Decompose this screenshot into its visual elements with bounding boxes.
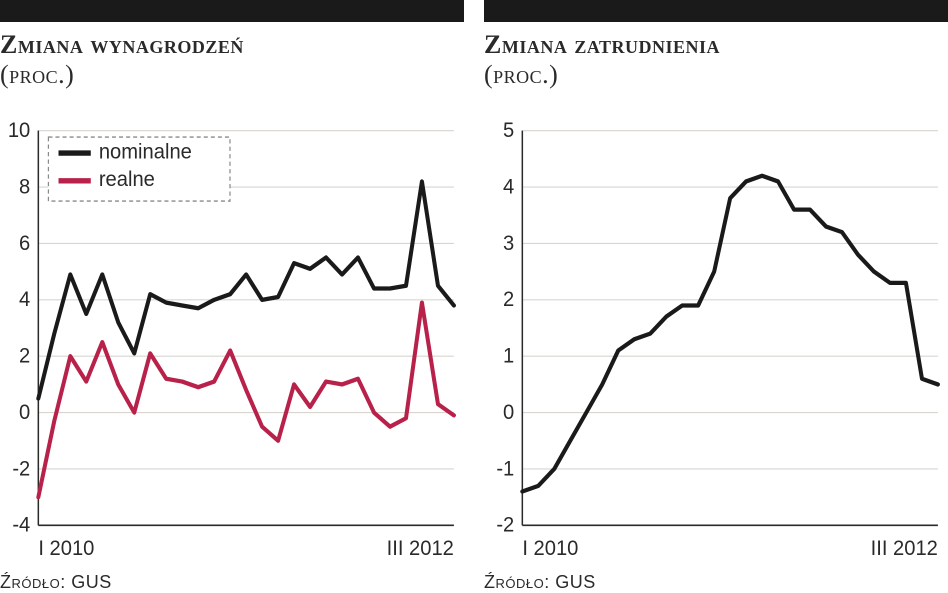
legend-label-nominalne: nominalne: [99, 140, 192, 164]
y-tick-label: 4: [19, 288, 30, 312]
series-zatrudnienie: [522, 176, 938, 492]
y-tick-label: 6: [19, 231, 30, 255]
x-label-start: I 2010: [522, 537, 578, 561]
title-main-right: Zmiana zatrudnienia: [484, 30, 948, 60]
y-tick-label: 8: [19, 175, 30, 199]
y-tick-label: 3: [503, 231, 514, 255]
title-sub-right: (proc.): [484, 60, 948, 90]
y-tick-label: 2: [19, 344, 30, 368]
y-tick-label: -1: [496, 457, 514, 481]
panel-wages: Zmiana wynagrodzeń (proc.) -4 -2 0 2 4 6 8 10 I …: [0, 0, 464, 593]
series-nominalne: [38, 181, 454, 398]
source-left: Źródło: GUS: [0, 568, 464, 593]
y-tick-label: 5: [503, 120, 514, 142]
title-sub-left: (proc.): [0, 60, 464, 90]
title-main-left: Zmiana wynagrodzeń: [0, 30, 464, 60]
x-label-end: III 2012: [387, 537, 454, 561]
y-tick-label: 0: [503, 400, 514, 424]
y-tick-label: -4: [12, 513, 30, 537]
y-tick-label: 1: [503, 344, 514, 368]
x-label-end: III 2012: [871, 537, 938, 561]
legend-label-realne: realne: [99, 168, 155, 192]
series-realne: [38, 303, 454, 498]
y-tick-label: -2: [12, 457, 30, 481]
y-tick-label: 0: [19, 400, 30, 424]
header-bar-right: [484, 0, 948, 22]
title-block-right: Zmiana zatrudnienia (proc.): [484, 22, 948, 90]
y-tick-label: 4: [503, 175, 514, 199]
y-tick-label: 2: [503, 288, 514, 312]
chart-wages: -4 -2 0 2 4 6 8 10 I 2010 III 2012 nominalne realne: [0, 120, 464, 568]
y-tick-label: 10: [8, 120, 30, 142]
chart-employment: -2 -1 0 1 2 3 4 5 I 2010 III 2012: [484, 120, 948, 568]
title-block-left: Zmiana wynagrodzeń (proc.): [0, 22, 464, 90]
x-label-start: I 2010: [38, 537, 94, 561]
source-right: Źródło: GUS: [484, 568, 948, 593]
panel-employment: Zmiana zatrudnienia (proc.) -2 -1 0 1 2 3 4 5 I …: [484, 0, 948, 593]
header-bar-left: [0, 0, 464, 22]
y-tick-label: -2: [496, 513, 514, 537]
